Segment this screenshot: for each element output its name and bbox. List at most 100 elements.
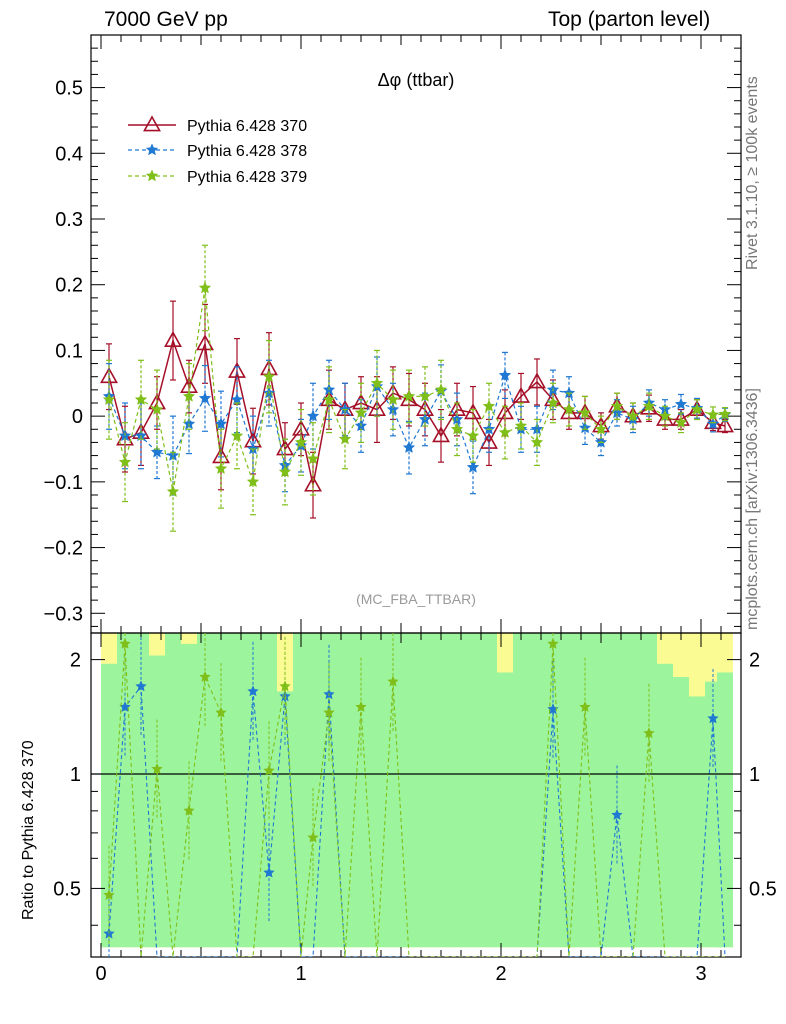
y-tick-label: 0.3 (55, 209, 83, 231)
data-point (214, 462, 228, 475)
ratio-y-tick-label: 0.5 (53, 878, 81, 900)
ratio-point (247, 685, 259, 697)
ratio-point (151, 762, 163, 775)
inner-band-bin (261, 633, 277, 948)
inner-band-bin (593, 633, 609, 948)
legend-entry: Pythia 6.428 378 (128, 143, 307, 160)
ratio-point (547, 637, 559, 649)
ratio-y-tick-label: 2 (70, 650, 81, 672)
data-point (466, 429, 480, 442)
data-point (610, 399, 624, 412)
inner-band-bin (689, 696, 705, 948)
data-point (482, 399, 496, 412)
series-line (108, 373, 726, 470)
data-point (512, 386, 530, 403)
ratio-point (279, 680, 291, 692)
inner-band-bin (433, 633, 449, 948)
legend-marker (143, 115, 161, 132)
ratio-y-tick-label-right: 0.5 (749, 878, 777, 900)
data-point (434, 383, 448, 396)
ratio-point (643, 727, 655, 739)
legend-entry: Pythia 6.428 379 (128, 169, 307, 186)
series-line (108, 287, 726, 492)
y-tick-label: −0.1 (44, 472, 83, 494)
inner-band-bin (245, 633, 261, 948)
x-tick-label: 3 (695, 963, 706, 985)
ratio-point (199, 670, 211, 683)
y-tick-label: −0.2 (44, 538, 83, 560)
series-0 (100, 300, 734, 519)
data-point (658, 409, 672, 422)
data-point (150, 402, 164, 415)
ratio-point (355, 700, 367, 713)
y-tick-label: 0.1 (55, 340, 83, 362)
data-point (134, 393, 148, 406)
data-point (322, 393, 336, 406)
data-point (214, 417, 228, 430)
inner-band-bin (673, 677, 689, 948)
y-tick-label: −0.3 (44, 603, 83, 625)
y-tick-label: 0.5 (55, 78, 83, 100)
inner-band-bin (657, 663, 673, 948)
inner-band-bin (385, 633, 401, 948)
x-tick-label: 2 (495, 963, 506, 985)
ratio-point (323, 706, 335, 718)
ratio-series-1 (103, 633, 725, 957)
data-point (514, 419, 528, 432)
ratio-point (387, 675, 399, 687)
data-point (626, 409, 640, 422)
ratio-point (263, 764, 275, 776)
data-point (278, 465, 292, 478)
data-point (338, 432, 352, 445)
data-point (706, 408, 720, 421)
inner-band-bin (229, 633, 245, 948)
inner-band-bin (577, 633, 593, 948)
x-tick-label: 0 (95, 963, 106, 985)
ratio-series-group (103, 633, 726, 957)
legend: Pythia 6.428 370 Pythia 6.428 378 Pythia 6… (128, 115, 307, 186)
ratio-point (307, 831, 319, 843)
data-point (166, 485, 180, 498)
data-point (674, 416, 688, 429)
data-point (690, 402, 704, 415)
data-point (164, 330, 182, 347)
y-tick-label: 0.4 (55, 143, 83, 165)
data-point (402, 389, 416, 402)
main-y-axis: −0.3 −0.2 −0.1 0 0.1 0.2 0.3 0.4 0.5 (44, 47, 741, 627)
data-point (262, 370, 276, 383)
ratio-point (579, 700, 591, 713)
ratio-y-tick-label: 1 (70, 764, 81, 786)
inner-band-bin (465, 633, 481, 948)
inner-band-bin (369, 633, 385, 948)
inner-band-bin (197, 633, 213, 948)
ratio-y-tick-label-right: 2 (749, 650, 760, 672)
data-point (716, 416, 734, 433)
ratio-y-tick-label-right: 1 (749, 764, 760, 786)
data-point (198, 391, 212, 404)
x-axis: 0 1 2 3 (95, 35, 722, 985)
ratio-plot-frame (90, 632, 742, 958)
data-point (674, 397, 688, 410)
data-point (530, 435, 544, 448)
inner-band-bin (609, 633, 625, 948)
data-point (306, 452, 320, 465)
data-point (464, 403, 482, 420)
plot-watermark: (MC_FBA_TTBAR) (356, 591, 476, 607)
data-point (432, 426, 450, 443)
data-point (578, 406, 592, 419)
data-point (230, 429, 244, 442)
legend-label: Pythia 6.428 378 (187, 143, 307, 160)
ratio-bands (101, 633, 733, 948)
data-point (498, 425, 512, 438)
data-point (294, 435, 308, 448)
data-point (102, 393, 116, 406)
data-point (368, 399, 386, 416)
ratio-point (611, 808, 623, 821)
y-tick-label: 0.2 (55, 275, 83, 297)
inner-band-bin (337, 633, 353, 948)
inner-band-bin (165, 633, 181, 948)
inner-band-bin (417, 633, 433, 948)
data-point (386, 393, 400, 406)
data-point (594, 422, 608, 435)
